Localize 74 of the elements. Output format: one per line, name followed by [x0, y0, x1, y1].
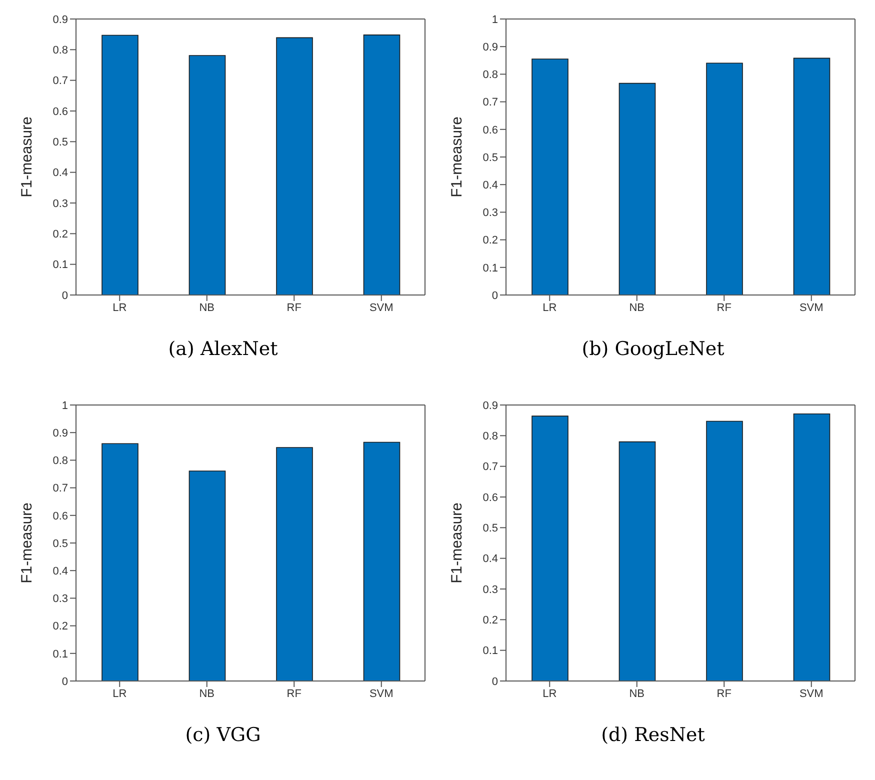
x-tick-label: SVM — [369, 688, 394, 700]
y-tick-label: 0 — [492, 290, 498, 302]
x-tick-label: NB — [629, 302, 645, 314]
y-tick-label: 0.9 — [482, 42, 498, 54]
y-tick-label: 0.2 — [52, 228, 68, 241]
y-tick-label: 0.4 — [52, 167, 68, 180]
x-tick-label: LR — [112, 688, 127, 700]
x-tick-label: LR — [542, 688, 557, 700]
y-tick-label: 0.4 — [52, 566, 68, 578]
x-tick-label: SVM — [799, 302, 824, 314]
text: (c) VGG — [185, 724, 261, 746]
text: (d) ResNet — [601, 724, 705, 746]
y-tick-label: 0.1 — [52, 648, 68, 660]
x-tick-label: RF — [716, 302, 732, 314]
y-tick-label: 0.8 — [52, 44, 68, 57]
x-tick-label: RF — [286, 302, 302, 314]
bar — [793, 58, 830, 295]
y-tick-label: 0.6 — [482, 124, 498, 136]
x-tick-label: RF — [716, 688, 732, 700]
bar — [618, 82, 656, 295]
y-tick-label: 0.4 — [482, 553, 498, 566]
x-tick-label: RF — [286, 688, 302, 700]
y-tick-label: 0 — [62, 676, 68, 688]
x-tick-label: LR — [542, 302, 557, 314]
y-axis-title: F1-measure — [448, 502, 466, 584]
x-tick-label: NB — [199, 688, 215, 700]
y-tick-label: 0.9 — [482, 400, 498, 412]
y-axis-title: F1-measure — [18, 502, 36, 584]
y-tick-label: 0.4 — [482, 180, 498, 192]
bar — [706, 420, 743, 681]
x-tick-label: SVM — [799, 688, 824, 700]
x-tick-label: SVM — [369, 302, 394, 314]
y-tick-label: 0.3 — [52, 593, 68, 606]
y-tick-label: 0.7 — [52, 482, 68, 495]
bar — [532, 416, 568, 681]
x-tick-label: NB — [629, 688, 645, 700]
y-tick-label: 0.9 — [52, 14, 68, 26]
y-tick-label: 0.7 — [52, 75, 68, 88]
y-tick-label: 0.9 — [52, 428, 68, 440]
y-tick-label: 0 — [62, 290, 68, 302]
y-tick-label: 0.1 — [482, 645, 498, 658]
y-tick-label: 0.1 — [52, 259, 68, 272]
y-tick-label: 0.5 — [52, 538, 68, 550]
y-axis-title: F1-measure — [18, 116, 36, 198]
x-tick-label: NB — [199, 302, 215, 314]
y-axis-title: F1-measure — [448, 116, 466, 198]
y-tick-label: 0.8 — [52, 455, 68, 468]
text: (a) AlexNet — [168, 338, 278, 360]
text: (b) GoogLeNet — [582, 338, 724, 360]
bar — [706, 62, 743, 295]
y-tick-label: 0.6 — [52, 510, 68, 522]
y-tick-label: 0.8 — [482, 69, 498, 82]
y-tick-label: 0.7 — [482, 96, 498, 109]
y-tick-label: 0.7 — [482, 461, 498, 474]
y-tick-label: 1 — [492, 14, 498, 26]
y-tick-label: 0.3 — [482, 207, 498, 220]
y-tick-label: 0.6 — [482, 492, 498, 504]
y-tick-label: 0.3 — [482, 584, 498, 596]
y-tick-label: 0.5 — [482, 152, 498, 164]
y-tick-label: 0.5 — [52, 136, 68, 149]
x-tick-label: LR — [112, 302, 127, 314]
y-tick-label: 0.5 — [482, 522, 498, 535]
y-tick-label: 0.1 — [482, 262, 498, 274]
y-tick-label: 0.2 — [482, 234, 498, 247]
y-tick-label: 0 — [492, 676, 498, 688]
y-tick-label: 1 — [62, 400, 68, 412]
y-tick-label: 0.8 — [482, 430, 498, 443]
bar — [793, 413, 830, 681]
bar — [618, 441, 656, 681]
y-tick-label: 0.3 — [52, 198, 68, 210]
bar — [532, 58, 568, 295]
y-tick-label: 0.2 — [482, 614, 498, 627]
y-tick-label: 0.6 — [52, 106, 68, 118]
y-tick-label: 0.2 — [52, 620, 68, 633]
